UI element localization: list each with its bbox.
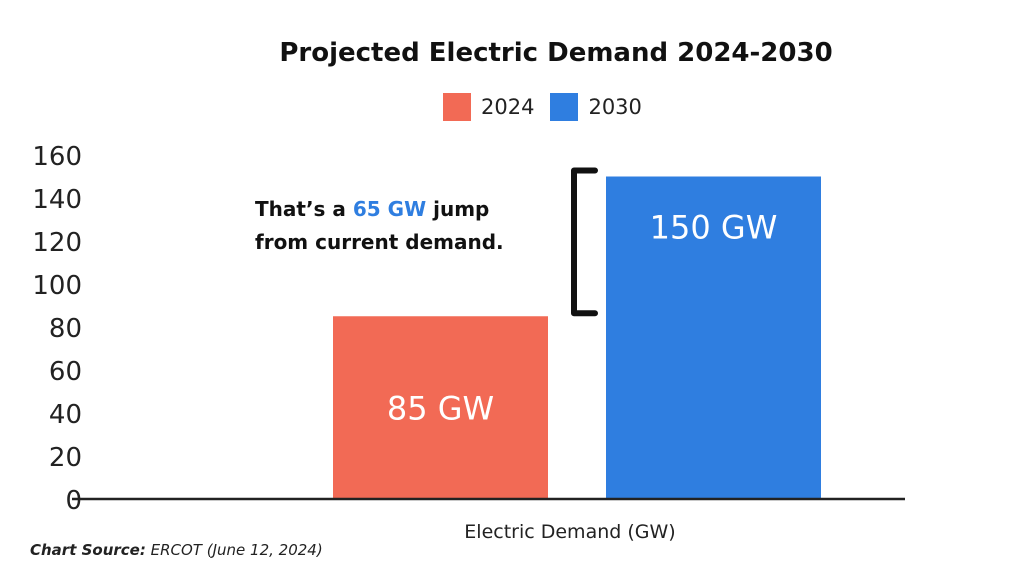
- annotation-line2: from current demand.: [255, 230, 504, 254]
- bracket-icon: [571, 167, 598, 317]
- annotation: That’s a 65 GW jump from current demand.: [255, 193, 504, 259]
- y-tick-label: 120: [32, 228, 82, 258]
- chart-title: Projected Electric Demand 2024-2030: [279, 38, 833, 68]
- legend-item-2024: 2024: [443, 93, 534, 121]
- legend-label: 2024: [481, 95, 535, 119]
- annotation-text: That’s a: [255, 197, 353, 221]
- y-tick-label: 40: [49, 400, 82, 430]
- legend-label: 2030: [588, 95, 642, 119]
- source-text: ERCOT (June 12, 2024): [145, 541, 323, 559]
- legend-swatch: [550, 93, 579, 121]
- y-tick-label: 20: [49, 443, 82, 473]
- data-label: 150 GW: [650, 209, 778, 247]
- annotation-highlight: 65 GW: [352, 197, 427, 221]
- legend-swatch: [443, 93, 471, 121]
- y-tick-label: 60: [49, 357, 82, 387]
- source-label: Chart Source:: [30, 541, 146, 559]
- legend-item-2030: 2030: [550, 93, 642, 121]
- bar-2030: [606, 176, 821, 499]
- annotation-text: jump: [426, 197, 490, 221]
- chart-source: Chart Source: ERCOT (June 12, 2024): [30, 541, 323, 559]
- x-axis-label: Electric Demand (GW): [464, 521, 675, 543]
- data-label: 85 GW: [387, 390, 494, 428]
- y-tick-label: 0: [65, 486, 82, 516]
- y-tick-label: 160: [32, 142, 82, 172]
- y-tick-label: 140: [32, 185, 82, 215]
- bar-2024: [333, 316, 548, 499]
- y-tick-label: 80: [49, 314, 82, 344]
- legend: 2024 2030: [443, 93, 648, 121]
- y-tick-label: 100: [32, 271, 82, 301]
